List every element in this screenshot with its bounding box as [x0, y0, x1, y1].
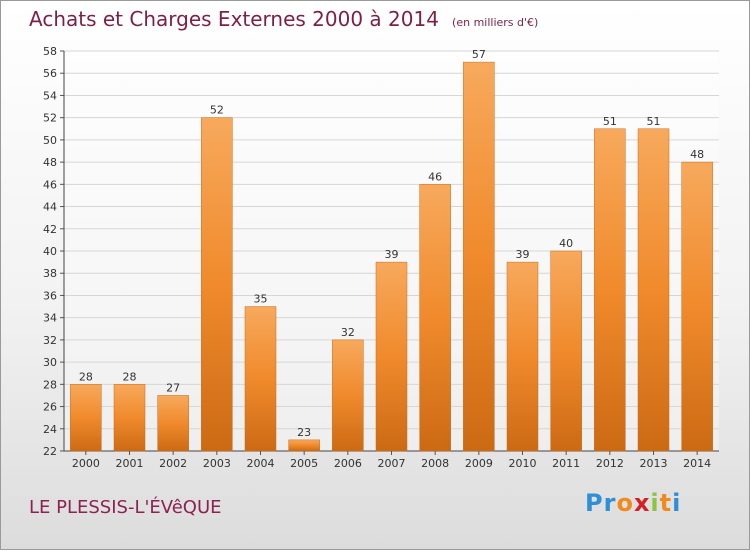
x-tick-label: 2009 — [465, 457, 493, 470]
bar-value-label: 51 — [603, 115, 617, 128]
x-tick-label: 2014 — [683, 457, 711, 470]
y-tick-label: 58 — [43, 45, 57, 58]
bar — [681, 161, 713, 452]
bar-value-label: 28 — [79, 370, 93, 383]
x-tick-label: 2005 — [290, 457, 318, 470]
bar-value-label: 52 — [210, 104, 224, 117]
bar — [201, 117, 233, 452]
x-tick-label: 2003 — [203, 457, 231, 470]
y-tick-label: 52 — [43, 112, 57, 125]
bar — [550, 250, 582, 452]
y-tick-label: 54 — [43, 89, 57, 102]
x-tick-label: 2010 — [509, 457, 537, 470]
x-tick-label: 2011 — [552, 457, 580, 470]
y-tick-label: 50 — [43, 134, 57, 147]
y-tick-label: 48 — [43, 156, 57, 169]
logo-letter: P — [585, 489, 604, 517]
y-tick-label: 38 — [43, 267, 57, 280]
x-tick-label: 2013 — [640, 457, 668, 470]
bar-value-label: 35 — [254, 293, 268, 306]
proxiti-logo: Proxiti — [585, 489, 681, 517]
bar — [157, 395, 189, 452]
bar-value-label: 39 — [516, 248, 530, 261]
logo-letter: r — [603, 489, 617, 517]
chart-title: Achats et Charges Externes 2000 à 2014 — [29, 7, 439, 31]
x-tick-label: 2012 — [596, 457, 624, 470]
bar — [244, 306, 277, 452]
chart-subtitle: (en milliers d'€) — [452, 16, 539, 29]
x-tick-label: 2006 — [334, 457, 362, 470]
x-tick-label: 2002 — [159, 457, 187, 470]
x-tick-label: 2000 — [72, 457, 100, 470]
y-tick-label: 30 — [43, 356, 57, 369]
bar — [419, 184, 451, 452]
bar-value-label: 46 — [428, 170, 442, 183]
bar — [332, 339, 364, 452]
logo-letter: t — [659, 489, 673, 517]
y-tick-label: 56 — [43, 67, 57, 80]
bar-value-label: 27 — [166, 381, 180, 394]
y-tick-label: 40 — [43, 245, 57, 258]
y-tick-label: 44 — [43, 201, 57, 214]
x-tick-label: 2001 — [116, 457, 144, 470]
bar-value-label: 32 — [341, 326, 355, 339]
bar-value-label: 48 — [690, 148, 704, 161]
y-tick-label: 26 — [43, 401, 57, 414]
bar-value-label: 51 — [647, 115, 661, 128]
logo-letter: i — [650, 489, 660, 517]
bar-value-label: 40 — [559, 237, 573, 250]
y-tick-label: 22 — [43, 445, 57, 458]
y-tick-label: 36 — [43, 289, 57, 302]
logo-letter: i — [672, 489, 682, 517]
bar — [463, 61, 495, 452]
bar — [637, 128, 670, 452]
location-label: LE PLESSIS-L'ÉVêQUE — [29, 497, 222, 518]
x-tick-label: 2007 — [378, 457, 406, 470]
bar — [375, 261, 408, 452]
y-tick-label: 24 — [43, 423, 57, 436]
x-tick-label: 2004 — [247, 457, 275, 470]
bar — [70, 384, 102, 452]
bar — [506, 261, 539, 452]
y-tick-label: 32 — [43, 334, 57, 347]
chart-title-block: Achats et Charges Externes 2000 à 2014 (… — [29, 7, 538, 31]
bar-value-label: 28 — [123, 370, 137, 383]
x-tick-label: 2008 — [421, 457, 449, 470]
y-tick-label: 34 — [43, 312, 57, 325]
logo-letter: o — [616, 489, 634, 517]
y-tick-label: 42 — [43, 223, 57, 236]
bar-value-label: 39 — [385, 248, 399, 261]
bar-value-label: 57 — [472, 48, 486, 61]
y-tick-label: 46 — [43, 178, 57, 191]
logo-letter: x — [633, 489, 651, 517]
bar-value-label: 23 — [297, 426, 311, 439]
bar — [288, 439, 320, 452]
bar — [594, 128, 626, 452]
bar — [113, 384, 146, 452]
y-tick-label: 28 — [43, 378, 57, 391]
